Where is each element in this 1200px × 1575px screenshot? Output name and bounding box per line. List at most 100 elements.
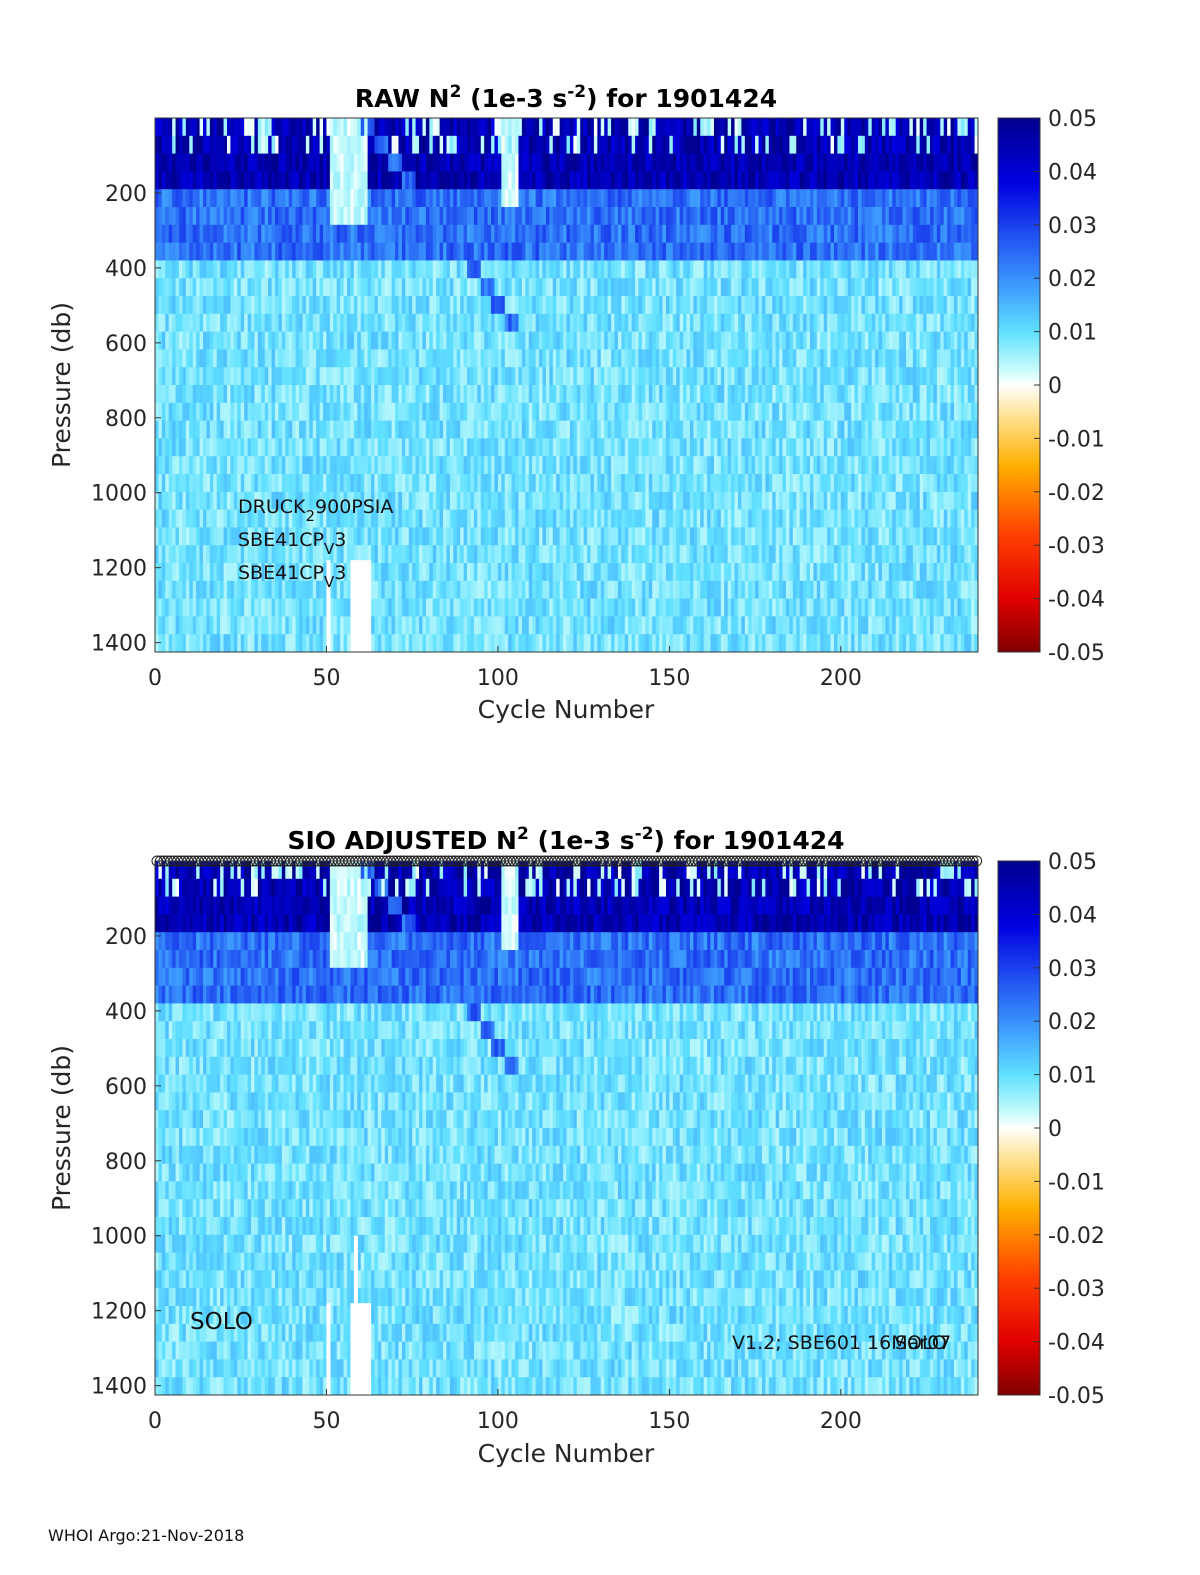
heatmap-cell (295, 580, 300, 599)
heatmap-cell (182, 456, 187, 475)
heatmap-cell (401, 402, 406, 421)
heatmap-cell (333, 171, 338, 190)
heatmap-cell (371, 296, 375, 315)
heatmap-cell (377, 349, 382, 368)
heatmap-cell (504, 118, 509, 137)
heatmap-cell (220, 456, 224, 475)
heatmap-cell (676, 171, 681, 190)
heatmap-cell (669, 527, 674, 546)
heatmap-cell (299, 171, 303, 190)
heatmap-cell (203, 296, 207, 315)
heatmap-cell (395, 242, 399, 261)
heatmap-cell (521, 242, 526, 261)
heatmap-cell (155, 474, 159, 493)
heatmap-cell (511, 171, 516, 190)
heatmap-cell (395, 616, 399, 635)
heatmap-cell (264, 242, 269, 261)
heatmap-cell (357, 402, 362, 421)
heatmap-cell (398, 491, 403, 510)
heatmap-cell (343, 598, 348, 617)
heatmap-cell (302, 580, 307, 599)
heatmap-cell (182, 224, 187, 243)
heatmap-cell (700, 420, 705, 439)
heatmap-cell (679, 207, 684, 226)
heatmap-cell (292, 634, 296, 653)
heatmap-cell (271, 474, 276, 493)
heatmap-cell (607, 616, 612, 635)
heatmap-cell (251, 260, 255, 279)
heatmap-cell (220, 171, 224, 190)
heatmap-cell (518, 189, 523, 208)
heatmap-cell (665, 509, 670, 528)
heatmap-cell (569, 563, 574, 582)
heatmap-cell (288, 278, 293, 297)
heatmap-cell (305, 385, 310, 404)
heatmap-cell (720, 313, 725, 332)
heatmap-cell (446, 545, 451, 564)
heatmap-cell (329, 634, 334, 653)
heatmap-cell (669, 207, 674, 226)
heatmap-cell (542, 331, 547, 350)
heatmap-cell (449, 616, 454, 635)
heatmap-cell (686, 349, 691, 368)
heatmap-cell (528, 171, 533, 190)
heatmap-cell (597, 189, 602, 208)
heatmap-cell (292, 224, 296, 243)
heatmap-cell (268, 420, 272, 439)
heatmap-cell (652, 491, 657, 510)
heatmap-cell (185, 634, 190, 653)
heatmap-cell (168, 616, 173, 635)
heatmap-cell (295, 420, 300, 439)
heatmap-cell (206, 420, 211, 439)
heatmap-cell (552, 634, 557, 653)
heatmap-cell (549, 260, 554, 279)
heatmap-cell (696, 367, 701, 386)
heatmap-cell (467, 189, 471, 208)
heatmap-cell (494, 438, 499, 457)
heatmap-cell (446, 367, 451, 386)
heatmap-cell (611, 527, 615, 546)
heatmap-cell (473, 118, 478, 137)
heatmap-cell (583, 509, 588, 528)
heatmap-cell (563, 491, 567, 510)
heatmap-cell (446, 331, 451, 350)
heatmap-cell (408, 545, 413, 564)
heatmap-cell (371, 385, 375, 404)
heatmap-cell (573, 189, 578, 208)
heatmap-cell (556, 545, 561, 564)
heatmap-cell (580, 385, 585, 404)
heatmap-cell (552, 189, 557, 208)
heatmap-cell (528, 135, 533, 154)
heatmap-cell (556, 420, 561, 439)
title-part: (1e-3 s (461, 84, 567, 113)
heatmap-cell (206, 509, 211, 528)
heatmap-cell (638, 260, 643, 279)
heatmap-cell (360, 367, 365, 386)
heatmap-cell (302, 634, 307, 653)
heatmap-cell (216, 616, 221, 635)
heatmap-cell (182, 474, 187, 493)
heatmap-cell (436, 207, 441, 226)
heatmap-cell (617, 634, 622, 653)
heatmap-cell (552, 153, 557, 172)
heatmap-cell (638, 242, 643, 261)
heatmap-cell (473, 349, 478, 368)
heatmap-cell (545, 242, 550, 261)
heatmap-cell (672, 135, 677, 154)
heatmap-cell (611, 580, 615, 599)
heatmap-cell (398, 420, 403, 439)
heatmap-cell (508, 402, 513, 421)
heatmap-cell (384, 118, 389, 137)
heatmap-cell (703, 207, 708, 226)
heatmap-cell (292, 563, 296, 582)
heatmap-cell (515, 402, 519, 421)
heatmap-cell (717, 563, 722, 582)
heatmap-cell (710, 634, 715, 653)
heatmap-cell (717, 456, 722, 475)
heatmap-cell (367, 509, 372, 528)
heatmap-cell (446, 135, 451, 154)
heatmap-cell (401, 207, 406, 226)
heatmap-cell (268, 563, 272, 582)
heatmap-cell (275, 153, 279, 172)
heatmap-cell (614, 349, 619, 368)
